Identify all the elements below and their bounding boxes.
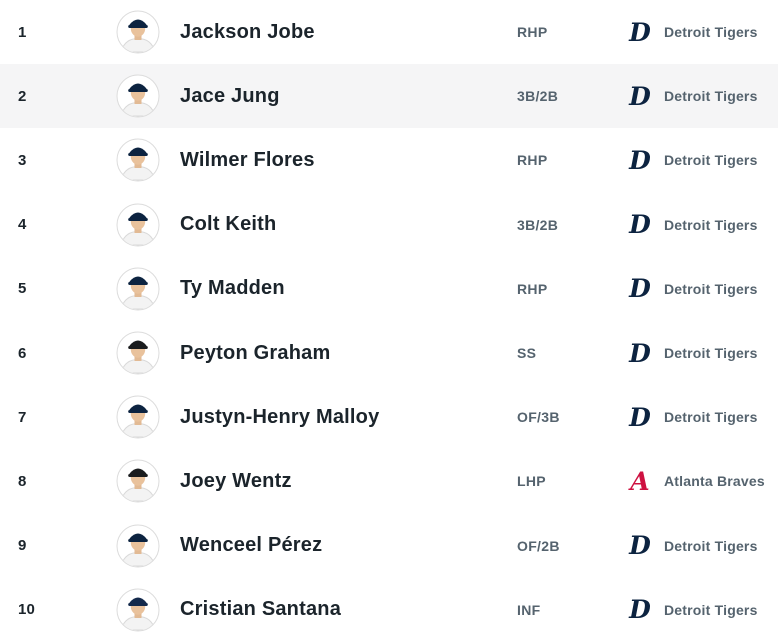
player-headshot-image — [116, 331, 160, 375]
player-name-link[interactable]: Colt Keith — [180, 213, 277, 236]
player-name-link[interactable]: Joey Wentz — [180, 469, 292, 492]
team-name: Detroit Tigers — [664, 409, 758, 426]
rank-number: 3 — [18, 151, 27, 169]
rank-number: 5 — [18, 280, 27, 298]
player-name-link[interactable]: Justyn-Henry Malloy — [180, 405, 380, 428]
team-link[interactable]: D Detroit Tigers — [629, 597, 778, 622]
rank-number: 6 — [18, 344, 27, 362]
player-headshot[interactable] — [116, 138, 160, 182]
player-headshot-image — [116, 524, 160, 568]
player-headshot[interactable] — [116, 74, 160, 118]
player-headshot[interactable] — [116, 10, 160, 54]
player-position: RHP — [517, 24, 548, 41]
detroit-tigers-logo: D — [629, 81, 651, 111]
player-position: 3B/2B — [517, 88, 559, 105]
team-name: Detroit Tigers — [664, 24, 758, 41]
team-name: Atlanta Braves — [664, 473, 765, 490]
player-headshot[interactable] — [116, 395, 160, 439]
detroit-tigers-logo: D — [629, 338, 651, 368]
team-link[interactable]: A Atlanta Braves — [629, 469, 778, 494]
team-link[interactable]: D Detroit Tigers — [629, 148, 778, 173]
player-name-link[interactable]: Wilmer Flores — [180, 148, 315, 171]
player-headshot[interactable] — [116, 267, 160, 311]
player-headshot-image — [116, 203, 160, 247]
detroit-tigers-logo: D — [629, 210, 651, 240]
player-name-link[interactable]: Jackson Jobe — [180, 20, 315, 43]
team-link[interactable]: D Detroit Tigers — [629, 341, 778, 366]
rank-number: 9 — [18, 537, 27, 555]
player-position: RHP — [517, 280, 548, 297]
detroit-tigers-logo: D — [629, 17, 651, 47]
prospect-row[interactable]: 4 Colt Keith 3B/2B D Detroit — [0, 192, 778, 257]
player-headshot-image — [116, 395, 160, 439]
rank-number: 8 — [18, 472, 27, 490]
team-link[interactable]: D Detroit Tigers — [629, 533, 778, 558]
player-headshot-image — [116, 74, 160, 118]
player-headshot[interactable] — [116, 524, 160, 568]
team-name: Detroit Tigers — [664, 537, 758, 554]
rank-number: 4 — [18, 216, 27, 234]
detroit-tigers-logo: D — [629, 274, 651, 304]
prospect-row[interactable]: 10 Cristian Santana INF D Det — [0, 577, 778, 642]
player-name-link[interactable]: Wenceel Pérez — [180, 534, 323, 557]
player-position: SS — [517, 345, 537, 362]
rank-number: 2 — [18, 87, 27, 105]
player-name-link[interactable]: Jace Jung — [180, 84, 280, 107]
player-position: 3B/2B — [517, 216, 559, 233]
rank-number: 7 — [18, 408, 27, 426]
prospect-row[interactable]: 1 Jackson Jobe RHP D Detroit — [0, 0, 778, 65]
player-position: OF/2B — [517, 537, 560, 554]
player-headshot[interactable] — [116, 203, 160, 247]
player-headshot[interactable] — [116, 331, 160, 375]
prospect-row[interactable]: 2 Jace Jung 3B/2B D Detroit T — [0, 64, 778, 129]
team-name: Detroit Tigers — [664, 152, 758, 169]
team-name: Detroit Tigers — [664, 88, 758, 105]
prospect-row[interactable]: 8 Joey Wentz LHP A Atlanta Br — [0, 449, 778, 514]
team-link[interactable]: D Detroit Tigers — [629, 405, 778, 430]
rank-number: 10 — [18, 601, 36, 619]
detroit-tigers-logo: D — [629, 531, 651, 561]
detroit-tigers-logo: D — [629, 402, 651, 432]
team-link[interactable]: D Detroit Tigers — [629, 212, 778, 237]
prospect-row[interactable]: 6 Peyton Graham SS D Detroit — [0, 320, 778, 386]
player-position: RHP — [517, 152, 548, 169]
player-name-link[interactable]: Ty Madden — [180, 277, 285, 300]
player-position: OF/3B — [517, 409, 560, 426]
player-name-link[interactable]: Cristian Santana — [180, 598, 342, 621]
team-name: Detroit Tigers — [664, 345, 758, 362]
player-position: LHP — [517, 473, 546, 490]
player-headshot-image — [116, 138, 160, 182]
prospect-row[interactable]: 5 Ty Madden RHP D Detroit Tig — [0, 256, 778, 321]
player-headshot[interactable] — [116, 459, 160, 503]
prospect-row[interactable]: 7 Justyn-Henry Malloy OF/3B D — [0, 385, 778, 450]
prospect-row[interactable]: 3 Wilmer Flores RHP D Detroit — [0, 128, 778, 193]
prospect-row[interactable]: 9 Wenceel Pérez OF/2B D Detro — [0, 513, 778, 578]
player-headshot[interactable] — [116, 588, 160, 632]
team-name: Detroit Tigers — [664, 601, 758, 618]
player-headshot-image — [116, 10, 160, 54]
player-headshot-image — [116, 267, 160, 311]
player-name-link[interactable]: Peyton Graham — [180, 341, 331, 364]
detroit-tigers-logo: D — [629, 145, 651, 175]
player-headshot-image — [116, 459, 160, 503]
team-link[interactable]: D Detroit Tigers — [629, 20, 778, 45]
rank-number: 1 — [18, 23, 27, 41]
atlanta-braves-logo: A — [630, 466, 650, 496]
team-name: Detroit Tigers — [664, 216, 758, 233]
player-headshot-image — [116, 588, 160, 632]
team-name: Detroit Tigers — [664, 280, 758, 297]
team-link[interactable]: D Detroit Tigers — [629, 84, 778, 109]
detroit-tigers-logo: D — [629, 595, 651, 625]
team-link[interactable]: D Detroit Tigers — [629, 276, 778, 301]
player-position: INF — [517, 601, 541, 618]
